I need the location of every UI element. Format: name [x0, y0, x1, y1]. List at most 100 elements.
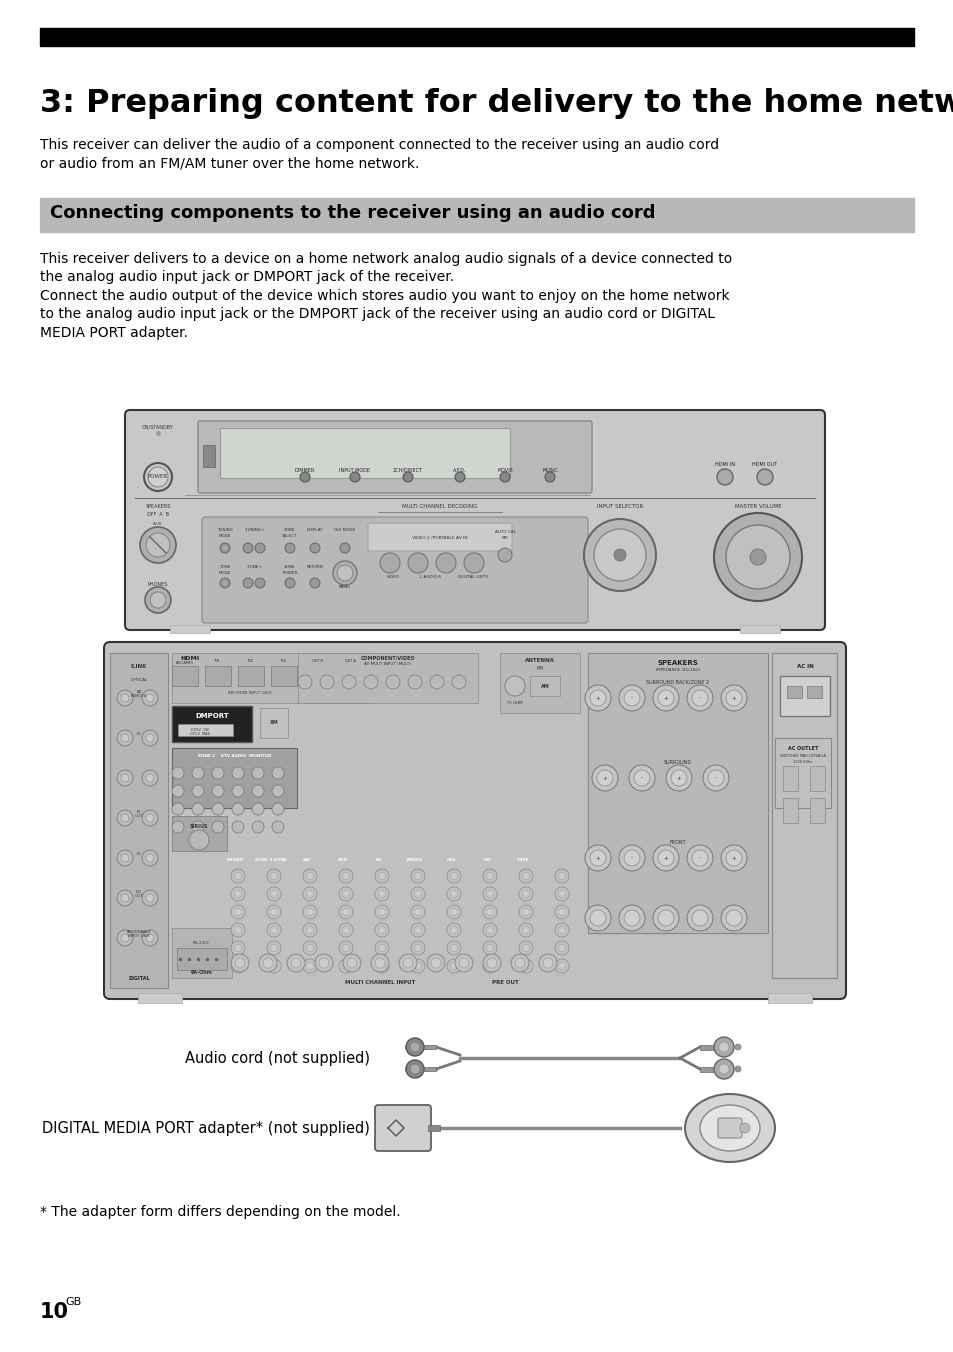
Circle shape — [146, 814, 153, 822]
Text: +: + — [731, 856, 736, 860]
Circle shape — [371, 955, 389, 972]
Circle shape — [287, 955, 305, 972]
Circle shape — [231, 959, 245, 973]
Circle shape — [402, 959, 413, 968]
Text: 6A-Ohm: 6A-Ohm — [191, 971, 213, 976]
Text: HV1: HV1 — [446, 859, 456, 863]
Circle shape — [447, 923, 460, 937]
Circle shape — [411, 887, 424, 900]
Circle shape — [375, 887, 389, 900]
Text: POWER: POWER — [148, 475, 168, 480]
Circle shape — [142, 810, 158, 826]
Text: -: - — [714, 776, 717, 780]
Text: POWER: POWER — [282, 571, 297, 575]
Circle shape — [430, 675, 443, 690]
Circle shape — [306, 891, 314, 898]
Text: IN: IN — [137, 731, 141, 735]
Circle shape — [234, 945, 241, 952]
Bar — [260, 708, 288, 738]
Text: FRONT: FRONT — [669, 841, 685, 845]
Circle shape — [378, 872, 385, 880]
Circle shape — [243, 544, 253, 553]
Text: OPTICAL: OPTICAL — [131, 677, 148, 681]
Text: IN3: IN3 — [281, 658, 287, 662]
Circle shape — [652, 685, 679, 711]
Circle shape — [623, 690, 639, 706]
Circle shape — [189, 830, 209, 850]
Text: MOVIE: MOVIE — [497, 468, 513, 472]
Circle shape — [231, 904, 245, 919]
Bar — [428, 1125, 439, 1132]
Bar — [782, 798, 797, 823]
Circle shape — [720, 685, 746, 711]
Text: 120V 60Hz: 120V 60Hz — [793, 760, 812, 764]
Text: ARC/HDMI INPUT ONLY: ARC/HDMI INPUT ONLY — [228, 691, 272, 695]
Circle shape — [734, 1044, 740, 1051]
Circle shape — [707, 771, 723, 786]
Circle shape — [584, 845, 610, 871]
Text: IN4
ARC/AMP1: IN4 ARC/AMP1 — [175, 657, 193, 665]
Circle shape — [121, 894, 129, 902]
Circle shape — [686, 685, 712, 711]
Bar — [336, 667, 363, 685]
Text: DC5V  1W
DC5V  MAX: DC5V 1W DC5V MAX — [190, 727, 210, 737]
Text: TONE: TONE — [219, 565, 231, 569]
Circle shape — [410, 1042, 419, 1052]
Text: AUTO CAL: AUTO CAL — [494, 530, 515, 534]
Circle shape — [482, 959, 497, 973]
Bar — [40, 28, 913, 46]
Bar — [297, 653, 477, 703]
Circle shape — [720, 904, 746, 932]
Circle shape — [486, 926, 493, 933]
FancyBboxPatch shape — [203, 445, 214, 466]
Circle shape — [347, 959, 356, 968]
Bar — [237, 667, 264, 685]
Text: 3: Preparing content for delivery to the home network: 3: Preparing content for delivery to the… — [40, 88, 953, 119]
Circle shape — [515, 959, 524, 968]
Circle shape — [558, 909, 565, 915]
FancyBboxPatch shape — [718, 1118, 741, 1138]
Circle shape — [232, 786, 244, 796]
Circle shape — [338, 923, 353, 937]
Circle shape — [450, 909, 457, 915]
Circle shape — [408, 675, 421, 690]
Bar — [809, 798, 824, 823]
Text: VIDEO 2 /PORTABLE AV IN: VIDEO 2 /PORTABLE AV IN — [412, 535, 467, 539]
Circle shape — [303, 941, 316, 955]
Circle shape — [555, 869, 568, 883]
Bar — [771, 653, 836, 977]
Circle shape — [538, 955, 557, 972]
Circle shape — [121, 934, 129, 942]
Text: COMPONENT/VIDEO: COMPONENT/VIDEO — [360, 656, 415, 661]
Text: +: + — [602, 776, 607, 780]
Circle shape — [628, 765, 655, 791]
Circle shape — [285, 579, 294, 588]
Circle shape — [734, 1065, 740, 1072]
Circle shape — [482, 887, 497, 900]
Circle shape — [408, 553, 428, 573]
Circle shape — [482, 869, 497, 883]
Text: PHONES: PHONES — [148, 583, 168, 588]
Circle shape — [306, 945, 314, 952]
Circle shape — [486, 891, 493, 898]
Circle shape — [634, 771, 649, 786]
Circle shape — [146, 894, 153, 902]
Text: IN: IN — [137, 852, 141, 856]
Circle shape — [252, 803, 264, 815]
Circle shape — [146, 694, 153, 702]
Text: IN1: IN1 — [214, 658, 221, 662]
Text: DIGITAL MEDIA PORT adapter* (not supplied): DIGITAL MEDIA PORT adapter* (not supplie… — [42, 1121, 370, 1136]
Text: MODE: MODE — [218, 571, 231, 575]
Circle shape — [486, 959, 497, 968]
Text: A+B: A+B — [153, 522, 162, 526]
Bar — [172, 653, 372, 703]
Circle shape — [378, 891, 385, 898]
Text: IN
OUT: IN OUT — [134, 810, 143, 818]
Bar — [110, 653, 168, 988]
Circle shape — [378, 909, 385, 915]
Circle shape — [379, 553, 399, 573]
Text: OFF  A  B: OFF A B — [147, 512, 169, 518]
Text: SPEAKERS: SPEAKERS — [145, 504, 171, 510]
Circle shape — [450, 891, 457, 898]
Text: INPUT MODE: INPUT MODE — [339, 468, 370, 472]
